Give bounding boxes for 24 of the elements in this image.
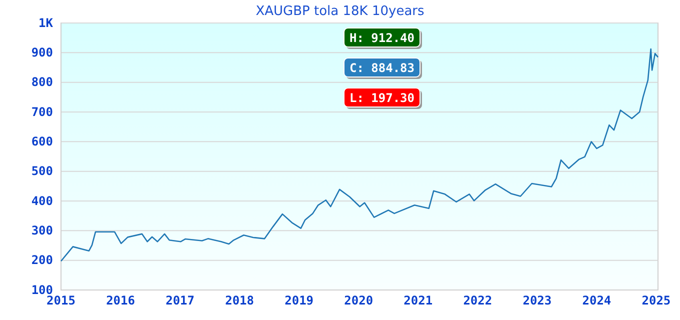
y-tick-label: 200 [31,253,53,268]
x-tick-label: 2018 [225,294,254,308]
y-tick-label: 300 [31,224,53,238]
y-tick-label: 500 [31,164,53,178]
annotation: L: 197.30 [349,91,415,105]
chart-title: XAUGBP tola 18K 10years [256,4,424,19]
y-tick-label: 800 [31,75,53,90]
x-tick-label: 2019 [284,294,314,308]
x-tick-label: 2025 [642,294,671,308]
y-tick-label: 900 [31,46,53,60]
x-tick-label: 2021 [404,294,433,308]
y-tick-label: 400 [31,194,53,208]
y-tick-label: 600 [31,134,53,149]
x-tick-label: 2020 [344,294,374,308]
y-tick-label: 1K [38,16,54,30]
x-tick-label: 2023 [522,294,552,308]
x-tick-label: 2016 [106,294,135,308]
x-tick-label: 2024 [582,294,612,308]
annotation: C: 884.83 [349,61,415,75]
annotation: H: 912.40 [349,31,415,45]
x-tick-label: 2017 [166,294,194,308]
x-tick-label: 2022 [463,294,492,308]
line-series [60,48,659,262]
y-tick-label: 700 [31,104,53,119]
